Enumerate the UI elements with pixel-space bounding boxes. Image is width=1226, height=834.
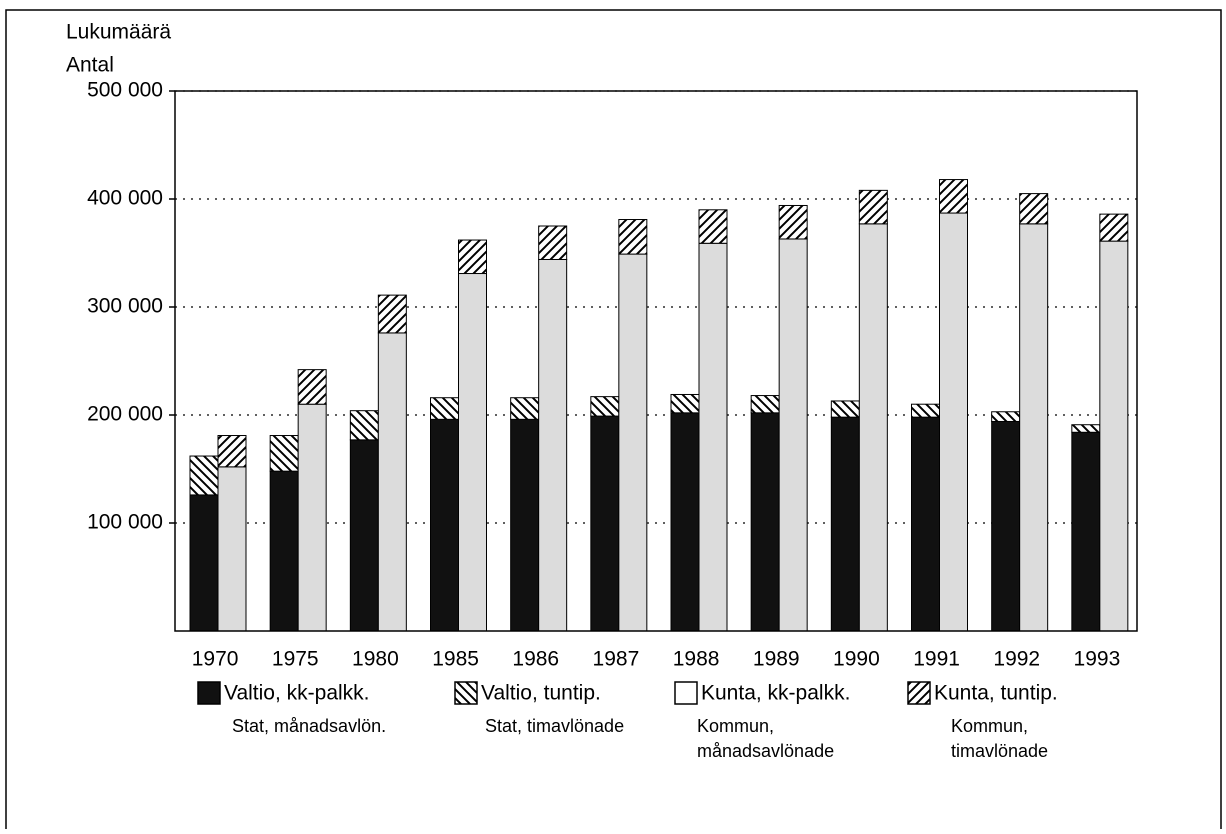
bar (939, 212, 968, 632)
bar (377, 332, 407, 632)
legend-label: Kunta, kk-palkk. (701, 682, 850, 705)
bar (458, 239, 487, 275)
bar (349, 410, 379, 441)
y-tick-label: 500 000 (87, 79, 163, 102)
bar (430, 418, 459, 632)
bar (618, 253, 648, 632)
bar (377, 294, 407, 334)
bar (538, 225, 568, 260)
bar (858, 189, 888, 225)
x-tick-label: 1970 (192, 648, 239, 671)
bar (670, 393, 700, 414)
x-tick-label: 1993 (1074, 648, 1121, 671)
frame (5, 9, 1222, 834)
bar (858, 223, 888, 632)
y-tick-label: 100 000 (87, 511, 163, 534)
legend-label: Valtio, tuntip. (481, 682, 601, 705)
legend-swatch (907, 681, 931, 705)
bar (618, 219, 648, 255)
bar (430, 397, 459, 420)
y-tick-label: 400 000 (87, 187, 163, 210)
x-tick-label: 1985 (432, 648, 479, 671)
legend-swatch (454, 681, 478, 705)
bar (189, 455, 219, 496)
bar (778, 204, 808, 240)
bar (911, 416, 940, 632)
x-tick-label: 1987 (593, 648, 640, 671)
x-tick-label: 1989 (753, 648, 800, 671)
bar (297, 369, 327, 405)
bar (297, 403, 327, 632)
bar (1019, 223, 1049, 632)
legend-swatch (674, 681, 698, 705)
bar (510, 397, 540, 420)
plot-border (174, 90, 1138, 632)
bar (349, 439, 379, 632)
bar (538, 258, 568, 632)
legend-sublabel: Stat, timavlönade (485, 716, 624, 736)
y-tick-label: 300 000 (87, 295, 163, 318)
legend-label: Valtio, kk-palkk. (224, 682, 370, 705)
bar (1099, 213, 1129, 242)
bar (590, 396, 620, 417)
bar (991, 420, 1021, 632)
bar (911, 403, 940, 418)
legend-swatch (197, 681, 221, 705)
y-axis-label: Antal (66, 54, 114, 77)
bar (698, 242, 728, 632)
x-tick-label: 1992 (993, 648, 1040, 671)
bar (670, 412, 700, 632)
legend-sublabel: Stat, månadsavlön. (232, 716, 386, 736)
x-tick-label: 1986 (512, 648, 559, 671)
x-tick-label: 1975 (272, 648, 319, 671)
legend-sublabel: Kommun, (697, 716, 774, 736)
legend-label: Kunta, tuntip. (934, 682, 1058, 705)
bar (217, 435, 247, 468)
bar (458, 273, 487, 632)
bar (1019, 193, 1049, 225)
bar (698, 209, 728, 244)
bar (510, 418, 540, 632)
bar (778, 238, 808, 632)
bar (269, 470, 299, 632)
legend-sublabel: timavlönade (951, 741, 1048, 761)
bar (1071, 424, 1101, 433)
bar (217, 466, 247, 632)
bar (750, 395, 780, 414)
y-axis-label: Lukumäärä (66, 21, 171, 44)
bar (830, 416, 860, 632)
x-tick-label: 1980 (352, 648, 399, 671)
bar (1071, 431, 1101, 632)
x-tick-label: 1990 (833, 648, 880, 671)
bar (830, 400, 860, 418)
bar (750, 412, 780, 632)
x-tick-label: 1988 (673, 648, 720, 671)
bar (189, 494, 219, 632)
x-tick-label: 1991 (913, 648, 960, 671)
bar (269, 435, 299, 472)
legend-sublabel: Kommun, (951, 716, 1028, 736)
bar (991, 411, 1021, 422)
bar (590, 415, 620, 632)
bar (939, 179, 968, 214)
bar (1099, 240, 1129, 632)
legend-sublabel: månadsavlönade (697, 741, 834, 761)
y-tick-label: 200 000 (87, 403, 163, 426)
